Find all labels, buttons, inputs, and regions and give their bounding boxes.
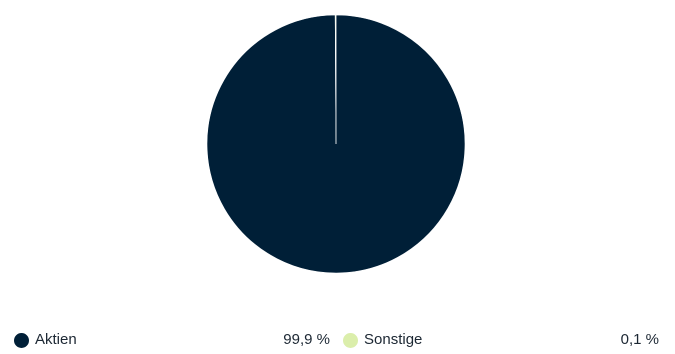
legend-swatch-aktien	[14, 333, 29, 348]
pie-slice-sonstige[interactable]	[334, 14, 337, 145]
chart-legend: Aktien 99,9 % Sonstige 0,1 %	[0, 328, 675, 354]
pie-chart	[206, 14, 466, 274]
legend-item-aktien[interactable]: Aktien 99,9 %	[14, 328, 330, 354]
legend-swatch-sonstige	[343, 333, 358, 348]
legend-item-sonstige[interactable]: Sonstige 0,1 %	[343, 328, 659, 354]
legend-label-sonstige: Sonstige	[364, 331, 423, 348]
legend-label-aktien: Aktien	[35, 331, 77, 348]
legend-value-sonstige: 0,1 %	[620, 331, 659, 348]
legend-value-aktien: 99,9 %	[283, 331, 330, 348]
